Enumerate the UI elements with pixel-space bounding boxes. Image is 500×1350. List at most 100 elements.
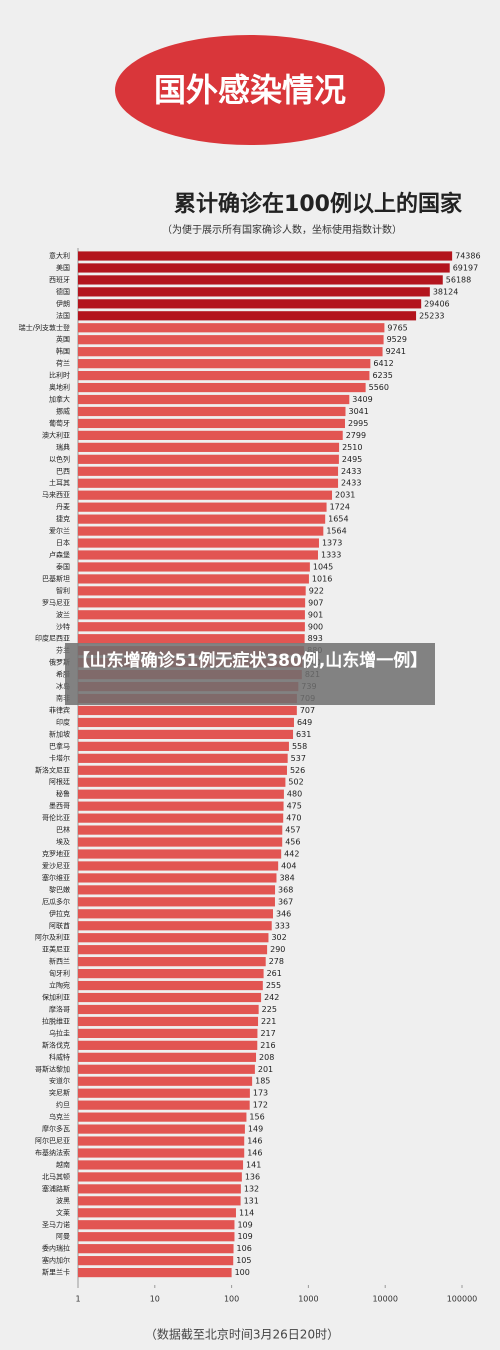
bar: [78, 502, 327, 512]
value-label: 2031: [335, 491, 355, 500]
y-tick-label: 意大利: [49, 251, 70, 260]
value-label: 900: [308, 622, 323, 631]
y-tick-label: 巴西: [56, 467, 70, 475]
y-tick-label: 圣马力诺: [42, 1220, 70, 1229]
y-tick-label: 西班牙: [49, 275, 70, 284]
value-label: 105: [236, 1256, 251, 1265]
y-tick-label: 安道尔: [49, 1076, 70, 1085]
y-tick-label: 文莱: [56, 1208, 70, 1217]
value-label: 278: [269, 957, 284, 966]
chart-note: （为便于展示所有国家确诊人数，坐标使用指数计数）: [162, 223, 402, 236]
bar: [78, 1232, 235, 1242]
bar: [78, 1160, 244, 1170]
chart-title: 国外感染情况: [154, 71, 346, 109]
y-tick-label: 突尼斯: [49, 1088, 70, 1097]
bar: [78, 1100, 250, 1110]
y-tick-label: 立陶宛: [49, 981, 70, 990]
y-tick-label: 黎巴嫩: [49, 885, 70, 894]
bar: [78, 1076, 253, 1086]
value-label: 185: [255, 1077, 270, 1086]
y-tick-label: 保加利亚: [42, 993, 70, 1002]
bar: [78, 562, 310, 572]
value-label: 255: [266, 981, 281, 990]
value-label: 141: [246, 1160, 261, 1169]
value-label: 2995: [348, 419, 368, 428]
value-label: 1016: [312, 574, 332, 583]
x-tick-label: 1000: [298, 1295, 318, 1304]
y-tick-label: 塞尔维亚: [42, 873, 70, 882]
y-tick-label: 伊拉克: [49, 909, 70, 918]
bar: [78, 789, 284, 799]
value-label: 384: [279, 873, 294, 882]
value-label: 69197: [453, 263, 478, 272]
bar: [78, 610, 305, 620]
value-label: 146: [247, 1137, 262, 1146]
value-label: 216: [260, 1041, 275, 1050]
bar: [78, 1244, 234, 1254]
y-tick-label: 土耳其: [49, 478, 70, 487]
value-label: 893: [308, 634, 323, 643]
y-tick-label: 巴基斯坦: [42, 574, 70, 583]
value-label: 9765: [387, 323, 407, 332]
value-label: 707: [300, 706, 315, 715]
footnote: （数据截至北京时间3月26日20时）: [145, 1327, 339, 1342]
value-label: 1333: [321, 551, 341, 560]
y-tick-label: 日本: [56, 538, 70, 547]
y-tick-label: 斯洛伐克: [42, 1040, 70, 1049]
bar: [78, 323, 385, 333]
y-tick-label: 卢森堡: [49, 550, 70, 559]
value-label: 132: [244, 1184, 259, 1193]
x-tick-label: 10000: [372, 1295, 397, 1304]
y-tick-label: 韩国: [56, 347, 70, 356]
y-tick-label: 比利时: [49, 371, 70, 380]
y-tick-label: 荷兰: [56, 359, 70, 368]
bar: [78, 430, 343, 440]
value-label: 526: [290, 766, 305, 775]
y-tick-label: 布基纳法索: [35, 1148, 70, 1157]
y-tick-label: 爱尔兰: [49, 526, 70, 535]
value-label: 74386: [455, 252, 480, 261]
y-tick-label: 匈牙利: [49, 969, 70, 978]
bar: [78, 837, 283, 847]
bar: [78, 586, 306, 596]
y-tick-label: 菲律宾: [49, 705, 70, 714]
y-tick-label: 巴林: [56, 825, 70, 834]
value-label: 3409: [352, 395, 372, 404]
y-tick-label: 埃及: [56, 837, 70, 846]
bar: [78, 514, 326, 524]
y-tick-label: 以色列: [49, 454, 70, 463]
y-tick-label: 斯洛文尼亚: [35, 765, 70, 774]
bar: [78, 885, 276, 895]
bar: [78, 897, 275, 907]
value-label: 1654: [328, 515, 348, 524]
bar: [78, 371, 370, 381]
y-tick-label: 摩尔多瓦: [42, 1124, 70, 1133]
y-tick-label: 哥伦比亚: [42, 813, 70, 822]
y-tick-label: 波黑: [56, 1196, 70, 1205]
value-label: 201: [258, 1065, 273, 1074]
bar: [78, 1052, 257, 1062]
value-label: 302: [271, 933, 286, 942]
y-tick-label: 拉脱维亚: [42, 1016, 70, 1025]
bar: [78, 634, 305, 644]
value-label: 907: [308, 598, 323, 607]
bar: [78, 969, 264, 979]
bar: [78, 765, 287, 775]
bar: [78, 622, 305, 632]
value-label: 38124: [433, 287, 458, 296]
value-label: 470: [286, 814, 301, 823]
bar: [78, 933, 269, 943]
bar: [78, 777, 286, 787]
y-tick-label: 瑞典: [56, 442, 70, 451]
y-tick-label: 葡萄牙: [49, 418, 70, 427]
value-label: 1045: [313, 562, 333, 571]
value-label: 173: [253, 1089, 268, 1098]
value-label: 172: [253, 1101, 268, 1110]
bar: [78, 741, 289, 751]
bar: [78, 825, 283, 835]
y-tick-label: 乌克兰: [49, 1112, 70, 1121]
bar: [78, 717, 294, 728]
value-label: 25233: [419, 311, 444, 320]
y-tick-label: 约旦: [56, 1100, 70, 1109]
y-tick-label: 越南: [56, 1160, 70, 1169]
